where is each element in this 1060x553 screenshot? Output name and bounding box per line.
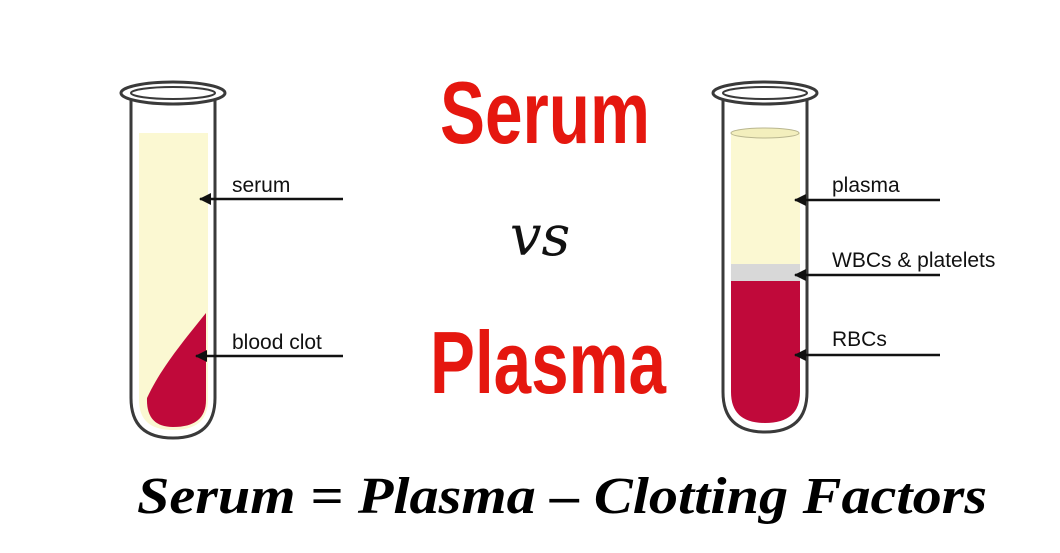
- left-tube-glass: [129, 100, 217, 440]
- right-test-tube: [711, 80, 819, 434]
- label-wbcs-platelets: WBCs & platelets: [832, 249, 995, 272]
- left-label-blood-clot: blood clot: [195, 331, 343, 362]
- right-label-plasma: plasma: [794, 174, 940, 206]
- label-rbcs: RBCs: [832, 328, 887, 351]
- left-tube-rim-inner: [130, 86, 216, 100]
- right-tube-glass: [721, 100, 809, 434]
- rbc-layer: [731, 281, 800, 423]
- left-test-tube: [119, 80, 227, 440]
- right-tube-rim: [711, 80, 819, 106]
- title-plasma: Plasma: [430, 313, 667, 412]
- formula-caption: Serum = Plasma – Clotting Factors: [137, 468, 987, 525]
- left-tube-rim: [119, 80, 227, 106]
- label-plasma: plasma: [832, 174, 900, 197]
- left-label-serum: serum: [199, 174, 343, 205]
- right-label-wbcs-platelets: WBCs & platelets: [794, 249, 995, 281]
- title-serum: Serum: [440, 63, 650, 162]
- plasma-surface: [730, 127, 800, 139]
- title-vs: vs: [510, 204, 570, 269]
- blood-clot: [146, 313, 206, 427]
- plasma-layer: [731, 133, 800, 264]
- right-tube-rim-inner: [722, 86, 808, 100]
- buffy-coat-layer: [731, 264, 800, 281]
- right-label-rbcs: RBCs: [794, 328, 940, 361]
- label-serum: serum: [232, 174, 290, 197]
- label-blood-clot: blood clot: [232, 331, 322, 354]
